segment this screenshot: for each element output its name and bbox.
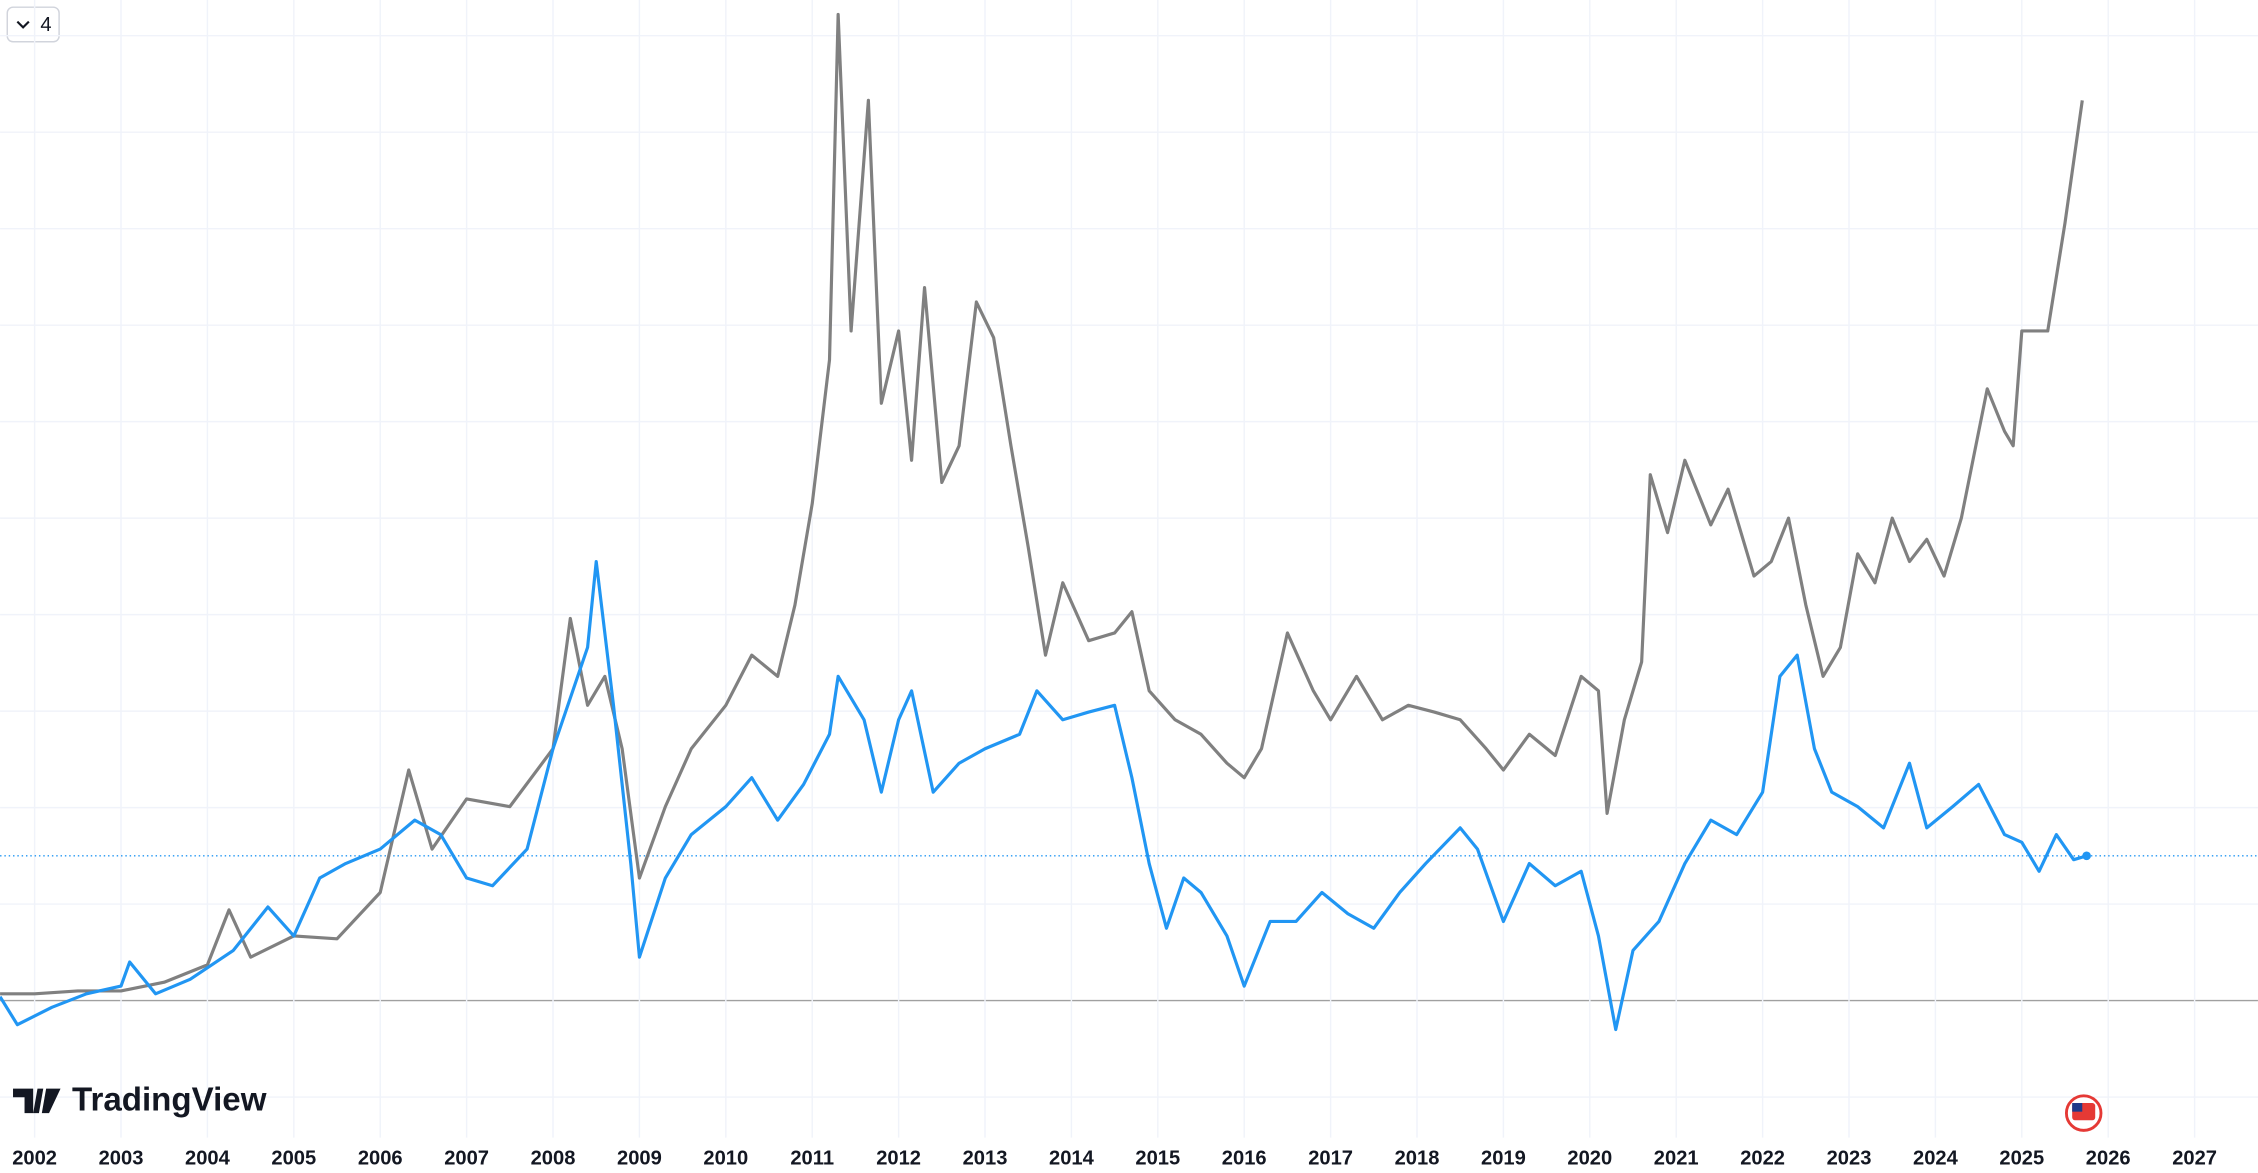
x-tick-label: 2023 (1827, 1148, 1872, 1170)
x-tick-label: 2024 (1913, 1148, 1959, 1170)
x-tick-label: 2014 (1049, 1148, 1095, 1170)
x-tick-label: 2008 (531, 1148, 576, 1170)
x-tick-label: 2017 (1308, 1148, 1353, 1170)
badge-label[interactable]: 4 (40, 14, 51, 36)
x-tick-label: 2012 (876, 1148, 921, 1170)
series-line (0, 12, 2084, 996)
x-tick-label: 2019 (1481, 1148, 1526, 1170)
x-tick-label: 2011 (790, 1148, 834, 1170)
x-tick-label: 2016 (1222, 1148, 1267, 1170)
x-tick-label: 2009 (617, 1148, 662, 1170)
badge-box[interactable] (6, 6, 60, 43)
logo-text: TradingView (72, 1081, 267, 1118)
x-tick-label: 2021 (1654, 1148, 1699, 1170)
x-tick-label: 2027 (2172, 1148, 2217, 1170)
x-tick-label: 2005 (271, 1148, 316, 1170)
x-tick-label: 2018 (1395, 1148, 1440, 1170)
x-tick-label: 2020 (1567, 1148, 1612, 1170)
x-tick-label: 2006 (358, 1148, 403, 1170)
x-axis: 2002 2003 2004 2005 2006 2007 2008 2009 2010 2011… (12, 1148, 2217, 1170)
x-tick-label: 2026 (2086, 1148, 2131, 1170)
last-value-dot (2082, 851, 2091, 861)
grid (0, 0, 2258, 1138)
flag-canton (2072, 1103, 2083, 1112)
x-tick-label: 2015 (1135, 1148, 1180, 1170)
x-tick-label: 2002 (12, 1148, 57, 1170)
x-tick-label: 2004 (185, 1148, 231, 1170)
logo: TradingView (13, 1081, 267, 1118)
x-tick-label: 2022 (1740, 1148, 1785, 1170)
x-tick-label: 2013 (963, 1148, 1008, 1170)
badge[interactable]: 4 (6, 6, 60, 43)
badge-chevron[interactable] (16, 20, 30, 29)
x-tick-label: 2025 (1999, 1148, 2044, 1170)
x-tick-label: 2003 (99, 1148, 144, 1170)
flag-icon (2064, 1094, 2103, 1132)
series-line (0, 559, 2088, 1032)
logo-icon (13, 1088, 61, 1114)
x-tick-label: 2010 (703, 1148, 748, 1170)
lines (0, 12, 2258, 1032)
x-tick-label: 2007 (444, 1148, 489, 1170)
